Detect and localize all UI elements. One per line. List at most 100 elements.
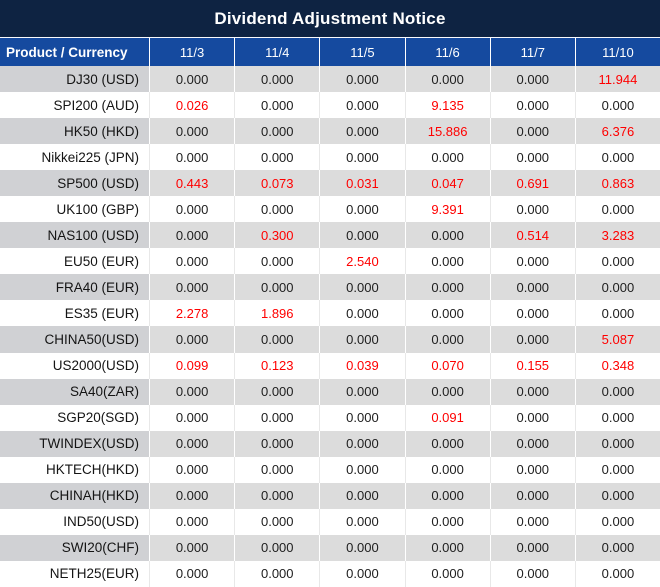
value-cell: 0.443: [149, 170, 235, 197]
value-cell: 0.863: [574, 170, 660, 197]
product-cell: CHINAH(HKD): [0, 482, 149, 509]
value-cell: 0.000: [489, 274, 575, 301]
product-cell: SA40(ZAR): [0, 378, 149, 405]
value-cell: 0.000: [574, 456, 660, 483]
value-cell: 0.000: [404, 326, 490, 353]
value-cell: 0.000: [234, 196, 319, 223]
value-cell: 0.000: [489, 248, 575, 275]
table-row: ES35 (EUR) 2.278 1.896 0.000 0.000 0.000 0.000: [0, 300, 660, 327]
value-cell: 0.000: [149, 430, 235, 457]
page-title: Dividend Adjustment Notice: [214, 8, 446, 28]
table-row: CHINAH(HKD) 0.000 0.000 0.000 0.000 0.000 0.00…: [0, 482, 660, 509]
product-cell: HKTECH(HKD): [46, 462, 139, 478]
value-cell: 0.000: [574, 248, 660, 275]
product-cell: ES35 (EUR): [64, 305, 139, 321]
value-cell: 0.000: [234, 92, 319, 119]
value-cell: 0.000: [404, 248, 490, 275]
value-cell: 6.376: [574, 118, 660, 145]
value-cell: 0.000: [319, 482, 405, 509]
product-cell: Nikkei225 (JPN): [41, 149, 139, 165]
value-cell: 0.000: [489, 378, 575, 405]
value-cell: 0.073: [234, 170, 320, 197]
value-cell: 9.391: [404, 196, 490, 223]
value-cell: 0.000: [574, 430, 660, 457]
value-cell: 0.000: [234, 248, 319, 275]
value-cell: 0.000: [149, 404, 234, 431]
value-cell: 0.000: [234, 534, 320, 561]
value-cell: 0.000: [574, 534, 660, 561]
table-row: HKTECH(HKD) 0.000 0.000 0.000 0.000 0.000 0.00…: [0, 456, 660, 483]
value-cell: 0.000: [234, 144, 319, 171]
value-cell: 5.087: [574, 326, 660, 353]
date-header-col-1: 11/3: [149, 38, 234, 66]
product-cell: US2000(USD): [52, 358, 139, 374]
value-cell: 3.283: [574, 222, 660, 249]
value-cell: 15.886: [404, 118, 490, 145]
value-cell: 0.000: [234, 482, 320, 509]
value-cell: 0.000: [149, 560, 234, 587]
value-cell: 0.000: [489, 404, 575, 431]
value-cell: 0.000: [149, 534, 235, 561]
value-cell: 0.000: [489, 508, 575, 535]
value-cell: 0.070: [404, 352, 490, 379]
table-row: DJ30 (USD) 0.000 0.000 0.000 0.000 0.000 11.94…: [0, 66, 660, 93]
value-cell: 0.039: [319, 352, 404, 379]
table-body: DJ30 (USD) 0.000 0.000 0.000 0.000 0.000 11.94…: [0, 66, 660, 587]
value-cell: 0.000: [319, 430, 405, 457]
value-cell: 0.000: [404, 300, 490, 327]
value-cell: 0.000: [319, 274, 405, 301]
value-cell: 0.000: [149, 326, 235, 353]
value-cell: 0.000: [574, 196, 660, 223]
value-cell: 2.278: [149, 300, 234, 327]
value-cell: 0.000: [319, 300, 404, 327]
product-cell: EU50 (EUR): [63, 253, 139, 269]
table-row: SGP20(SGD) 0.000 0.000 0.000 0.091 0.000 0.000: [0, 404, 660, 431]
value-cell: 0.300: [234, 222, 320, 249]
product-cell: DJ30 (USD): [0, 66, 149, 93]
value-cell: 0.000: [149, 482, 235, 509]
product-cell: SGP20(SGD): [57, 410, 139, 426]
table-row: EU50 (EUR) 0.000 0.000 2.540 0.000 0.000 0.000: [0, 248, 660, 275]
value-cell: 0.026: [149, 92, 234, 119]
value-cell: 0.000: [149, 274, 235, 301]
value-cell: 0.000: [489, 144, 575, 171]
value-cell: 0.000: [574, 144, 660, 171]
value-cell: 0.155: [489, 352, 575, 379]
value-cell: 0.691: [489, 170, 575, 197]
title-bar: Dividend Adjustment Notice: [0, 0, 660, 38]
table-row: CHINA50(USD) 0.000 0.000 0.000 0.000 0.000 5.0…: [0, 326, 660, 353]
table-row: TWINDEX(USD) 0.000 0.000 0.000 0.000 0.000 0.0…: [0, 430, 660, 457]
table-header-row: Product / Currency 11/3 11/4 11/5 11/6 1…: [0, 38, 660, 66]
product-currency-header: Product / Currency: [6, 44, 128, 60]
product-cell: NETH25(EUR): [49, 566, 139, 582]
value-cell: 0.000: [489, 196, 575, 223]
value-cell: 0.000: [404, 222, 490, 249]
table-row: SA40(ZAR) 0.000 0.000 0.000 0.000 0.000 0.000: [0, 378, 660, 405]
product-cell: SPI200 (AUD): [53, 97, 139, 113]
value-cell: 0.000: [234, 326, 320, 353]
value-cell: 0.000: [489, 534, 575, 561]
date-header-col-5: 11/7: [489, 38, 575, 66]
table-row: SP500 (USD) 0.443 0.073 0.031 0.047 0.691 0.86…: [0, 170, 660, 197]
product-cell: IND50(USD): [63, 514, 139, 530]
table-row: NETH25(EUR) 0.000 0.000 0.000 0.000 0.000 0.00…: [0, 560, 660, 587]
value-cell: 0.000: [149, 456, 234, 483]
value-cell: 0.000: [489, 456, 575, 483]
value-cell: 0.000: [149, 118, 235, 145]
value-cell: 11.944: [574, 66, 660, 93]
value-cell: 0.000: [574, 274, 660, 301]
product-cell: CHINA50(USD): [0, 326, 149, 353]
value-cell: 0.000: [319, 222, 405, 249]
value-cell: 0.000: [574, 92, 660, 119]
value-cell: 0.000: [234, 404, 319, 431]
table-row: UK100 (GBP) 0.000 0.000 0.000 9.391 0.000 0.00…: [0, 196, 660, 223]
value-cell: 0.000: [319, 66, 405, 93]
value-cell: 0.000: [149, 222, 235, 249]
value-cell: 0.000: [404, 482, 490, 509]
value-cell: 0.099: [149, 352, 234, 379]
product-cell: UK100 (GBP): [56, 201, 139, 217]
table-row: Nikkei225 (JPN) 0.000 0.000 0.000 0.000 0.000…: [0, 144, 660, 171]
date-header-col-2: 11/4: [234, 38, 319, 66]
value-cell: 0.047: [404, 170, 490, 197]
